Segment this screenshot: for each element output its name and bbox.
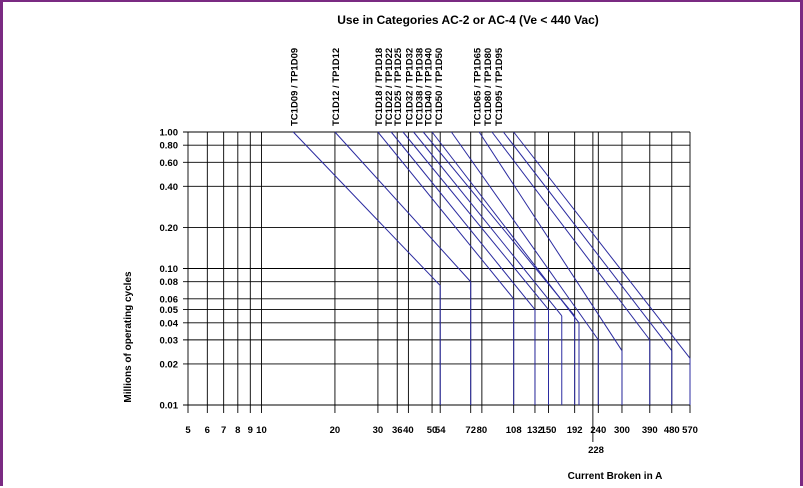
series-line xyxy=(377,131,515,300)
chart-title: Use in Categories AC-2 or AC-4 (Ve < 440… xyxy=(337,13,599,27)
model-label: TC1D50 / TP1D50 xyxy=(434,48,445,126)
x-tick-label: 30 xyxy=(373,425,384,436)
y-tick-labels: 1.00 0.80 0.60 0.40 0.20 0.10 0.08 0.060.05 0.04… xyxy=(160,128,179,412)
y-tick-label: 1.00 xyxy=(160,128,179,139)
model-labels: TC1D09 / TP1D09 TC1D12 / TP1D12 TC1D18 / T… xyxy=(289,47,505,126)
x-tick-label: 150 xyxy=(541,425,557,436)
y-tick-label: 0.03 xyxy=(160,335,179,346)
series-line xyxy=(390,131,536,310)
x-tick-label: 300 xyxy=(614,425,630,436)
y-tick-label: 0.01 xyxy=(160,401,179,412)
model-label: TC1D22 / TP1D22 xyxy=(384,48,395,126)
series-curve xyxy=(431,131,580,405)
series-line xyxy=(402,131,549,310)
model-label: TC1D32 / TP1D32 xyxy=(404,48,415,126)
x-tick-label: 72 xyxy=(465,425,476,436)
x-tick-label: 390 xyxy=(642,425,658,436)
series-curve xyxy=(450,131,599,405)
series-line xyxy=(478,131,623,351)
y-tick-label: 0.60 xyxy=(160,158,179,169)
model-label: TC1D38 / TP1D38 xyxy=(415,48,426,126)
x-tick-label: 5 xyxy=(185,425,191,436)
x-tick-label: 192 xyxy=(567,425,583,436)
x-tick-label: 8 xyxy=(235,425,240,436)
x-tick-label: 9 xyxy=(248,425,253,436)
model-label: TC1D40 / TP1D40 xyxy=(424,48,435,126)
series-curve xyxy=(402,131,550,405)
x-tick-label: 10 xyxy=(256,425,267,436)
series-line xyxy=(431,131,580,324)
y-tick-label: 0.08 xyxy=(160,277,179,288)
series-line xyxy=(292,131,441,286)
x-tick-label: 480 xyxy=(664,425,680,436)
y-tick-label: 0.20 xyxy=(160,223,179,234)
x-tick-label: 40 xyxy=(403,425,414,436)
vertical-gridlines xyxy=(187,132,691,442)
series-curve xyxy=(478,131,623,405)
x-tick-label: 108 xyxy=(506,425,522,436)
series-curve xyxy=(377,131,515,405)
series-curve xyxy=(413,131,563,405)
series-curve xyxy=(491,131,651,405)
x-tick-label: 6 xyxy=(205,425,210,436)
y-tick-label: 0.06 xyxy=(160,294,179,305)
y-tick-label: 0.80 xyxy=(160,141,179,152)
x-tick-label-extra: 228 xyxy=(588,445,604,456)
series-line xyxy=(450,131,599,341)
x-tick-label: 7 xyxy=(221,425,226,436)
x-tick-label: 20 xyxy=(330,425,341,436)
series-curve xyxy=(513,131,691,405)
x-tick-label: 80 xyxy=(477,425,488,436)
series-curve xyxy=(334,131,472,405)
model-label: TC1D65 / TP1D65 xyxy=(472,47,483,126)
x-tick-label: 240 xyxy=(590,425,606,436)
x-tick-label: 36 xyxy=(392,425,403,436)
y-tick-label: 0.40 xyxy=(160,182,179,193)
model-label: TC1D18 / TP1D18 xyxy=(374,48,385,126)
series-line xyxy=(413,131,563,317)
y-tick-label: 0.05 xyxy=(160,305,179,316)
y-tick-label: 0.04 xyxy=(160,318,179,329)
x-tick-label: 570 xyxy=(682,425,698,436)
series-curve xyxy=(292,131,441,405)
model-label: TC1D25 / TP1D25 xyxy=(393,47,404,126)
model-label: TC1D12 / TP1D12 xyxy=(331,48,342,126)
series-line xyxy=(491,131,651,341)
chart-svg: Use in Categories AC-2 or AC-4 (Ve < 440… xyxy=(123,13,698,482)
series-line xyxy=(513,131,691,359)
x-tick-label: 54 xyxy=(435,425,446,436)
x-tick-label: 132 xyxy=(527,425,543,436)
model-label: TC1D09 / TP1D09 xyxy=(289,48,300,126)
y-tick-label: 0.02 xyxy=(160,359,179,370)
series-curves xyxy=(292,131,691,405)
series-curve xyxy=(502,131,673,405)
y-tick-label: 0.10 xyxy=(160,264,179,275)
y-axis-label: Millions of operating cycles xyxy=(123,271,134,403)
x-tick-label: 50 xyxy=(427,425,438,436)
series-curve xyxy=(390,131,536,405)
series-line xyxy=(502,131,673,351)
model-label: TC1D80 / TP1D80 xyxy=(483,48,494,126)
model-label: TC1D95 / TP1D95 xyxy=(494,47,505,126)
x-axis-label: Current Broken in A xyxy=(568,471,663,482)
series-line xyxy=(334,131,472,283)
